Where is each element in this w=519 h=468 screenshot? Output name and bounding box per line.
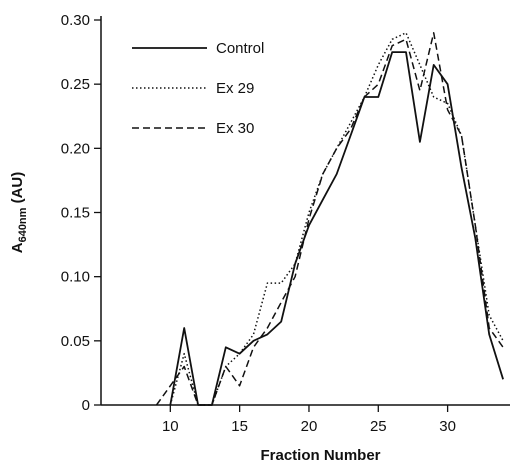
y-axis-title-subscript: 640nm [17, 207, 29, 242]
y-tick-label: 0 [82, 397, 90, 414]
legend-label: Ex 30 [216, 120, 254, 137]
series-line-ex-30 [155, 32, 504, 406]
y-tick-label: 0.15 [61, 205, 90, 222]
x-axis-title: Fraction Number [260, 447, 380, 464]
y-axis-title-unit: (AU) [9, 172, 26, 208]
y-axis-title: A640nm (AU) [9, 172, 29, 254]
series-layer [155, 32, 504, 406]
x-axis: 10 15 20 25 30 [101, 404, 510, 435]
y-tick-label: 0.20 [61, 140, 90, 157]
legend-label: Control [216, 40, 264, 57]
y-tick-label: 0.10 [61, 269, 90, 286]
x-tick-label: 10 [162, 418, 179, 435]
y-tick-label: 0.25 [61, 76, 90, 93]
y-axis-title-main: A [9, 242, 26, 253]
x-tick-label: 20 [301, 418, 318, 435]
x-tick-label: 25 [370, 418, 387, 435]
y-tick-label: 0.30 [61, 12, 90, 29]
y-tick-label: 0.05 [61, 333, 90, 350]
x-tick-label: 30 [439, 418, 456, 435]
legend-label: Ex 29 [216, 80, 254, 97]
y-axis: 0 0.05 0.10 0.15 0.20 0.25 0.30 [61, 12, 102, 414]
series-line-control [169, 51, 504, 406]
x-tick-label: 15 [231, 418, 248, 435]
legend: Control Ex 29 Ex 30 [132, 40, 264, 137]
